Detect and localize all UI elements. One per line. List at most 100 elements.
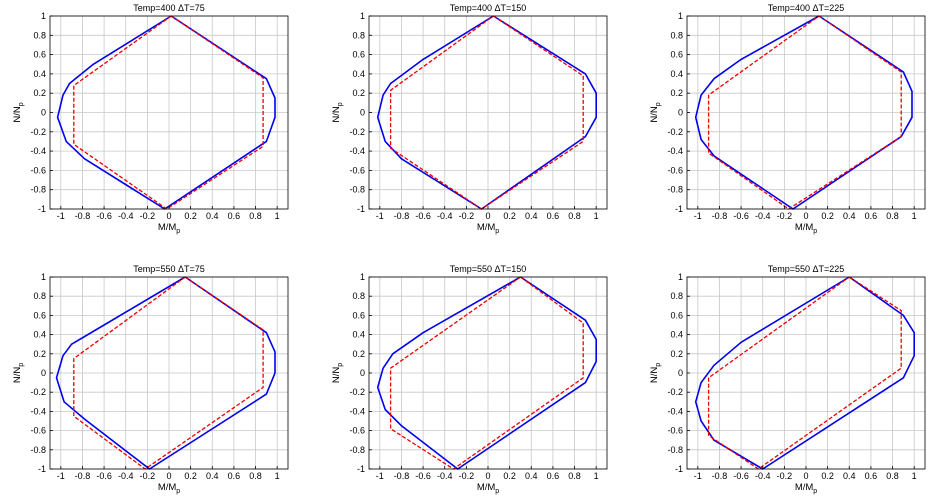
y-tick-label: 0.6 [670,50,683,60]
x-tick-label: -0.6 [415,471,431,481]
x-tick-label: -0.2 [140,471,156,481]
y-tick-label: 0.4 [670,330,683,340]
x-tick-label: 0.2 [821,471,834,481]
y-tick-label: -0.4 [30,406,46,416]
chart-title: Temp=400 ΔT=150 [450,3,527,13]
y-tick-label: 1 [678,11,683,21]
chart-panel-1: -1 -0.8 -0.6 -0.4 -0.2 0 0.2 0.4 0.6 0.8 1 1 0.8 0.6 0… [12,3,289,235]
x-tick-label: -0.4 [755,471,771,481]
y-tick-label: 0.8 [352,291,365,301]
y-tick-label: -0.2 [667,387,683,397]
y-tick-label: -1 [38,464,46,474]
series-line-solid-blue [56,15,276,210]
y-tick-label: 0 [41,368,46,378]
y-tick-label: 0.8 [33,30,46,40]
y-tick-label: 0.2 [33,349,46,359]
series-line-solid-blue [55,276,276,470]
x-tick-label: 1 [594,211,599,221]
x-tick-label: -0.6 [415,211,431,221]
y-tick-label: -0.2 [30,387,46,397]
x-tick-label: 0.2 [184,471,197,481]
y-tick-label: -1 [675,464,683,474]
y-tick-label: -0.2 [30,127,46,137]
x-tick-label: 0.8 [568,211,581,221]
x-tick-label: -1 [57,471,65,481]
y-tick-label: 1 [678,272,683,282]
x-axis-label: M/Mp [477,222,499,235]
x-tick-label: 0.2 [503,471,516,481]
y-tick-label: 0.6 [352,310,365,320]
x-tick-label: -0.4 [755,211,771,221]
x-tick-label: -0.6 [733,471,749,481]
y-tick-label: 0.4 [33,69,46,79]
x-tick-label: 0.2 [821,211,834,221]
x-tick-label: 1 [275,211,280,221]
x-tick-label: -0.4 [437,471,453,481]
y-tick-label: 0.8 [670,30,683,40]
x-tick-label: 0 [485,211,490,221]
x-tick-label: 1 [912,471,917,481]
y-tick-label: 1 [41,11,46,21]
x-tick-label: 0.4 [843,211,856,221]
y-tick-label: 0 [678,368,683,378]
x-tick-label: 0.8 [568,471,581,481]
y-tick-label: 0.8 [352,30,365,40]
x-tick-label: -0.8 [712,471,728,481]
x-tick-label: 1 [275,471,280,481]
y-tick-label: -0.2 [349,127,365,137]
x-tick-label: 0.6 [547,471,560,481]
x-tick-label: 0 [803,211,808,221]
series-line-solid-blue [694,15,913,210]
x-tick-label: 0.6 [228,211,241,221]
x-tick-label: -0.2 [777,211,793,221]
x-tick-label: -0.2 [140,211,156,221]
y-tick-label: -0.4 [667,146,683,156]
y-tick-label: 0.2 [670,88,683,98]
x-tick-label: -1 [376,471,384,481]
x-tick-label: -0.8 [75,211,91,221]
x-tick-label: 0.8 [886,471,899,481]
y-tick-label: 0.8 [670,291,683,301]
y-axis-label: N/Np [331,102,344,122]
x-tick-label: -0.6 [96,471,112,481]
y-axis-label: N/Np [649,363,662,383]
x-axis-label: M/Mp [795,222,817,235]
x-tick-label: -1 [694,211,702,221]
chart-panel-6: -1 -0.8 -0.6 -0.4 -0.2 0 0.2 0.4 0.6 0.8 1 1 0.8 0.6 0… [649,264,926,495]
y-tick-label: 0.6 [33,50,46,60]
y-tick-label: -0.4 [667,406,683,416]
y-axis-label: N/Np [331,363,344,383]
x-tick-label: -0.2 [459,471,475,481]
y-tick-label: 1 [360,11,365,21]
y-tick-label: -0.6 [30,426,46,436]
y-tick-label: 0.2 [33,88,46,98]
y-tick-label: 0.2 [670,349,683,359]
x-axis-label: M/Mp [158,222,180,235]
y-tick-label: -0.6 [30,165,46,175]
x-tick-label: -1 [57,211,65,221]
x-tick-label: -0.8 [394,211,410,221]
x-tick-label: 0.4 [525,471,538,481]
y-tick-label: -0.4 [30,146,46,156]
y-tick-label: 0.2 [352,88,365,98]
series-line-solid-blue [376,15,598,210]
x-axis-label: M/Mp [477,482,499,495]
y-tick-label: 0.6 [352,50,365,60]
chart-title: Temp=400 ΔT=225 [768,3,845,13]
x-axis-label: M/Mp [158,482,180,495]
x-tick-label: 0.4 [206,471,219,481]
x-tick-label: -1 [694,471,702,481]
x-tick-label: -0.4 [437,211,453,221]
x-tick-label: 0.4 [206,211,219,221]
chart-title: Temp=550 ΔT=75 [133,264,205,274]
x-tick-label: 0.2 [184,211,197,221]
x-axis-label: M/Mp [795,482,817,495]
y-tick-label: -1 [357,204,365,214]
x-tick-label: 0 [166,211,171,221]
y-tick-label: -0.8 [30,445,46,455]
x-tick-label: -0.2 [777,471,793,481]
series-line-solid-blue [376,276,598,470]
x-tick-label: 0.6 [547,211,560,221]
y-tick-label: -0.2 [349,387,365,397]
